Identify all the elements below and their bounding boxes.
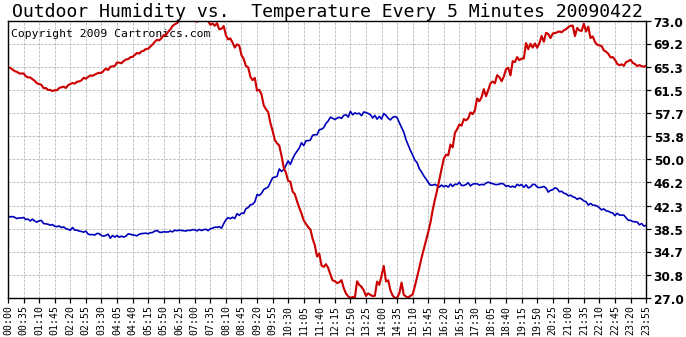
Text: Copyright 2009 Cartronics.com: Copyright 2009 Cartronics.com [10,28,210,38]
Title: Outdoor Humidity vs.  Temperature Every 5 Minutes 20090422: Outdoor Humidity vs. Temperature Every 5… [12,3,642,21]
